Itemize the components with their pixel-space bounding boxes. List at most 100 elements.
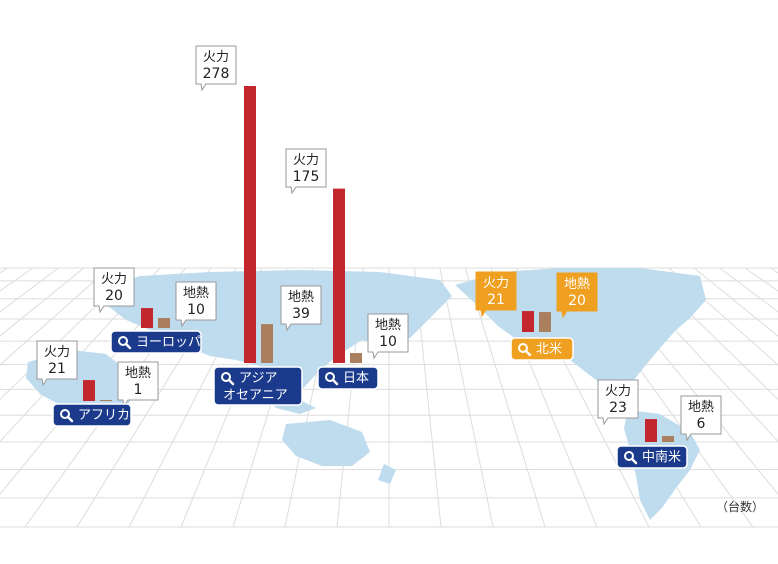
callout-geothermal-north-america-label: 地熱 xyxy=(564,277,590,292)
bar-thermal-asia xyxy=(244,86,256,363)
grid-line-vertical xyxy=(0,267,110,366)
region-button-europe-label: ヨーロッパ xyxy=(136,335,201,350)
callout-geothermal-asia-value: 39 xyxy=(292,306,310,322)
region-button-asia-background[interactable] xyxy=(213,366,303,406)
callout-geothermal-japan-label: 地熱 xyxy=(375,318,401,333)
callout-thermal-north-america-label: 火力 xyxy=(483,276,509,291)
callout-thermal-asia-label: 火力 xyxy=(203,50,229,65)
region-button-europe-background[interactable] xyxy=(110,330,202,354)
callout-geothermal-africa-label: 地熱 xyxy=(125,366,151,381)
search-icon xyxy=(221,372,235,386)
region-button-north-america-label: 北米 xyxy=(536,342,562,357)
region-button-asia-label: アジア xyxy=(239,371,277,386)
region-button-africa-label: アフリカ xyxy=(78,408,130,423)
bar-geothermal-latin-america xyxy=(662,436,674,442)
land-greenland xyxy=(588,268,640,282)
land-australia xyxy=(282,420,370,466)
callout-thermal-japan-box xyxy=(285,148,327,195)
bar-geothermal-japan xyxy=(350,353,362,363)
unit-label: （台数） xyxy=(715,500,764,514)
grid-line-vertical xyxy=(0,267,85,337)
region-button-europe[interactable]: ヨーロッパ xyxy=(110,330,202,354)
region-button-japan[interactable]: 日本 xyxy=(317,366,379,390)
callout-geothermal-europe-label: 地熱 xyxy=(183,286,209,301)
region-button-north-america-background[interactable] xyxy=(510,337,574,361)
callout-thermal-japan-value: 175 xyxy=(293,169,320,185)
grid-line-vertical xyxy=(439,267,494,528)
callout-thermal-north-america-value: 21 xyxy=(487,292,505,308)
search-icon xyxy=(518,343,532,357)
callout-thermal-japan-label: 火力 xyxy=(293,153,319,168)
grid-line-vertical xyxy=(464,267,546,528)
callout-geothermal-africa: 地熱1 xyxy=(117,361,159,408)
region-button-africa[interactable]: アフリカ xyxy=(52,403,132,427)
bar-thermal-latin-america xyxy=(645,419,657,442)
callout-geothermal-japan-value: 10 xyxy=(379,334,397,350)
callout-geothermal-africa-value: 1 xyxy=(134,382,143,398)
grid-line-vertical xyxy=(719,267,778,313)
callout-geothermal-north-america-value: 20 xyxy=(568,293,586,309)
region-button-latin-america-label: 中南米 xyxy=(642,449,681,465)
callout-thermal-asia-value: 278 xyxy=(203,66,230,82)
callout-thermal-north-america-box xyxy=(475,271,517,318)
callout-thermal-latin-america-value: 23 xyxy=(609,400,627,416)
land-new-zealand xyxy=(378,464,396,484)
region-button-latin-america[interactable]: 中南米 xyxy=(616,445,688,469)
bar-layer xyxy=(83,86,674,442)
callout-thermal-latin-america-label: 火力 xyxy=(605,384,631,399)
callout-geothermal-asia-box xyxy=(280,285,322,332)
bar-geothermal-asia xyxy=(261,324,273,363)
callout-thermal-europe-value: 20 xyxy=(105,288,123,304)
region-button-japan-label: 日本 xyxy=(343,371,369,386)
callout-geothermal-latin-america: 地熱6 xyxy=(680,395,722,442)
callout-geothermal-asia-label: 地熱 xyxy=(288,290,314,305)
callout-thermal-latin-america-box xyxy=(597,379,639,426)
grid-line-vertical xyxy=(0,267,59,313)
callout-geothermal-europe-box xyxy=(175,281,217,328)
grid-line-vertical xyxy=(0,267,135,400)
search-icon xyxy=(60,409,74,423)
land-north-america xyxy=(455,268,706,392)
callout-thermal-asia-box xyxy=(195,45,237,92)
callout-thermal-europe-label: 火力 xyxy=(101,272,127,287)
callout-geothermal-latin-america-label: 地熱 xyxy=(688,400,714,415)
callout-geothermal-latin-america-value: 6 xyxy=(697,416,706,432)
callout-thermal-europe-box xyxy=(93,267,135,314)
callout-thermal-africa-box xyxy=(36,340,78,387)
region-button-japan-background[interactable] xyxy=(317,366,379,390)
callout-geothermal-africa-box xyxy=(117,361,159,408)
callout-thermal-africa-label: 火力 xyxy=(44,345,70,360)
bar-thermal-japan xyxy=(333,188,345,363)
bar-thermal-north-america xyxy=(522,311,534,332)
bar-geothermal-africa xyxy=(100,400,112,401)
bar-geothermal-north-america xyxy=(539,312,551,332)
callout-geothermal-europe-value: 10 xyxy=(187,302,205,318)
callout-geothermal-latin-america-box xyxy=(680,395,722,442)
region-button-north-america[interactable]: 北米 xyxy=(510,337,574,361)
grid-line-vertical xyxy=(668,267,778,366)
callout-geothermal-north-america-box xyxy=(556,272,598,319)
search-icon xyxy=(118,336,132,350)
bar-geothermal-europe xyxy=(158,318,170,328)
grid-line-vertical xyxy=(693,267,778,337)
search-icon xyxy=(325,372,339,386)
region-button-asia-label: オセアニア xyxy=(223,388,288,403)
search-icon xyxy=(624,451,638,465)
bar-thermal-europe xyxy=(141,308,153,328)
callout-thermal-africa-value: 21 xyxy=(48,361,66,377)
bar-thermal-africa xyxy=(83,380,95,401)
callout-geothermal-japan-box xyxy=(367,313,409,360)
